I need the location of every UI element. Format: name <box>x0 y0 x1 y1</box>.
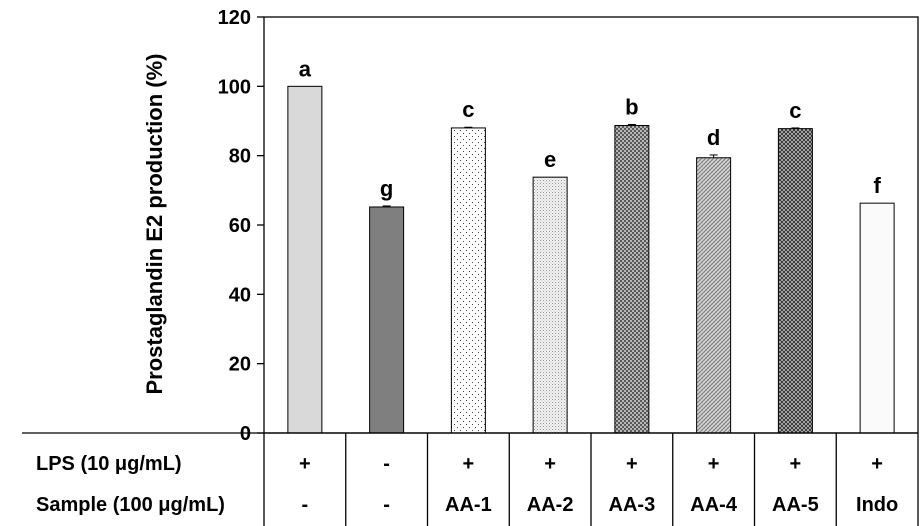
significance-letter: d <box>707 125 720 150</box>
bar <box>532 176 568 434</box>
y-tick-label: 60 <box>229 215 251 237</box>
y-tick-label: 80 <box>229 146 251 168</box>
row-cell: AA-3 <box>609 494 656 516</box>
bar <box>696 157 732 434</box>
bar <box>287 85 323 434</box>
y-tick-label: 20 <box>229 354 251 376</box>
row-cell: AA-4 <box>690 494 738 516</box>
bar <box>614 125 650 434</box>
row-cell: + <box>544 453 556 475</box>
bar <box>450 127 486 434</box>
row-cell: + <box>790 453 802 475</box>
bar <box>777 128 813 434</box>
significance-letter: c <box>789 98 801 123</box>
row-cell: + <box>871 453 883 475</box>
row-cell: AA-5 <box>772 494 819 516</box>
plot-frame <box>263 16 919 434</box>
row-cell: Indo <box>856 494 898 516</box>
plot-border <box>263 16 919 434</box>
significance-letter: b <box>625 94 638 119</box>
y-axis-ticks: 0 20 40 60 80 100 120 <box>218 7 264 445</box>
row-cell: + <box>463 453 475 475</box>
row-cell: AA-2 <box>527 494 574 516</box>
row-cell: + <box>708 453 720 475</box>
y-tick-label: 0 <box>240 423 251 445</box>
row-cell: + <box>299 453 311 475</box>
significance-letter: g <box>380 176 393 201</box>
row-cell: AA-1 <box>445 494 492 516</box>
row-cell: - <box>302 494 309 516</box>
bars-group: a g c e b d c f <box>287 56 895 434</box>
significance-letter: c <box>462 97 474 122</box>
significance-letter: e <box>544 147 556 172</box>
row-label: Sample (100 μg/mL) <box>36 494 225 516</box>
row-cell: - <box>383 494 390 516</box>
y-tick-label: 120 <box>218 7 251 29</box>
row-cell: - <box>383 453 390 475</box>
y-axis-label: Prostaglandin E2 production (%) <box>142 53 167 394</box>
bar <box>369 206 405 434</box>
condition-table: LPS (10 μg/mL) + - + + + + + + Sample (100 μg/mL)… <box>22 432 919 526</box>
row-label: LPS (10 μg/mL) <box>36 453 182 475</box>
y-tick-label: 100 <box>218 76 251 98</box>
bar <box>859 202 895 434</box>
y-tick-label: 40 <box>229 284 251 306</box>
significance-letter: f <box>873 173 881 198</box>
row-cell: + <box>626 453 638 475</box>
significance-letter: a <box>299 56 312 81</box>
